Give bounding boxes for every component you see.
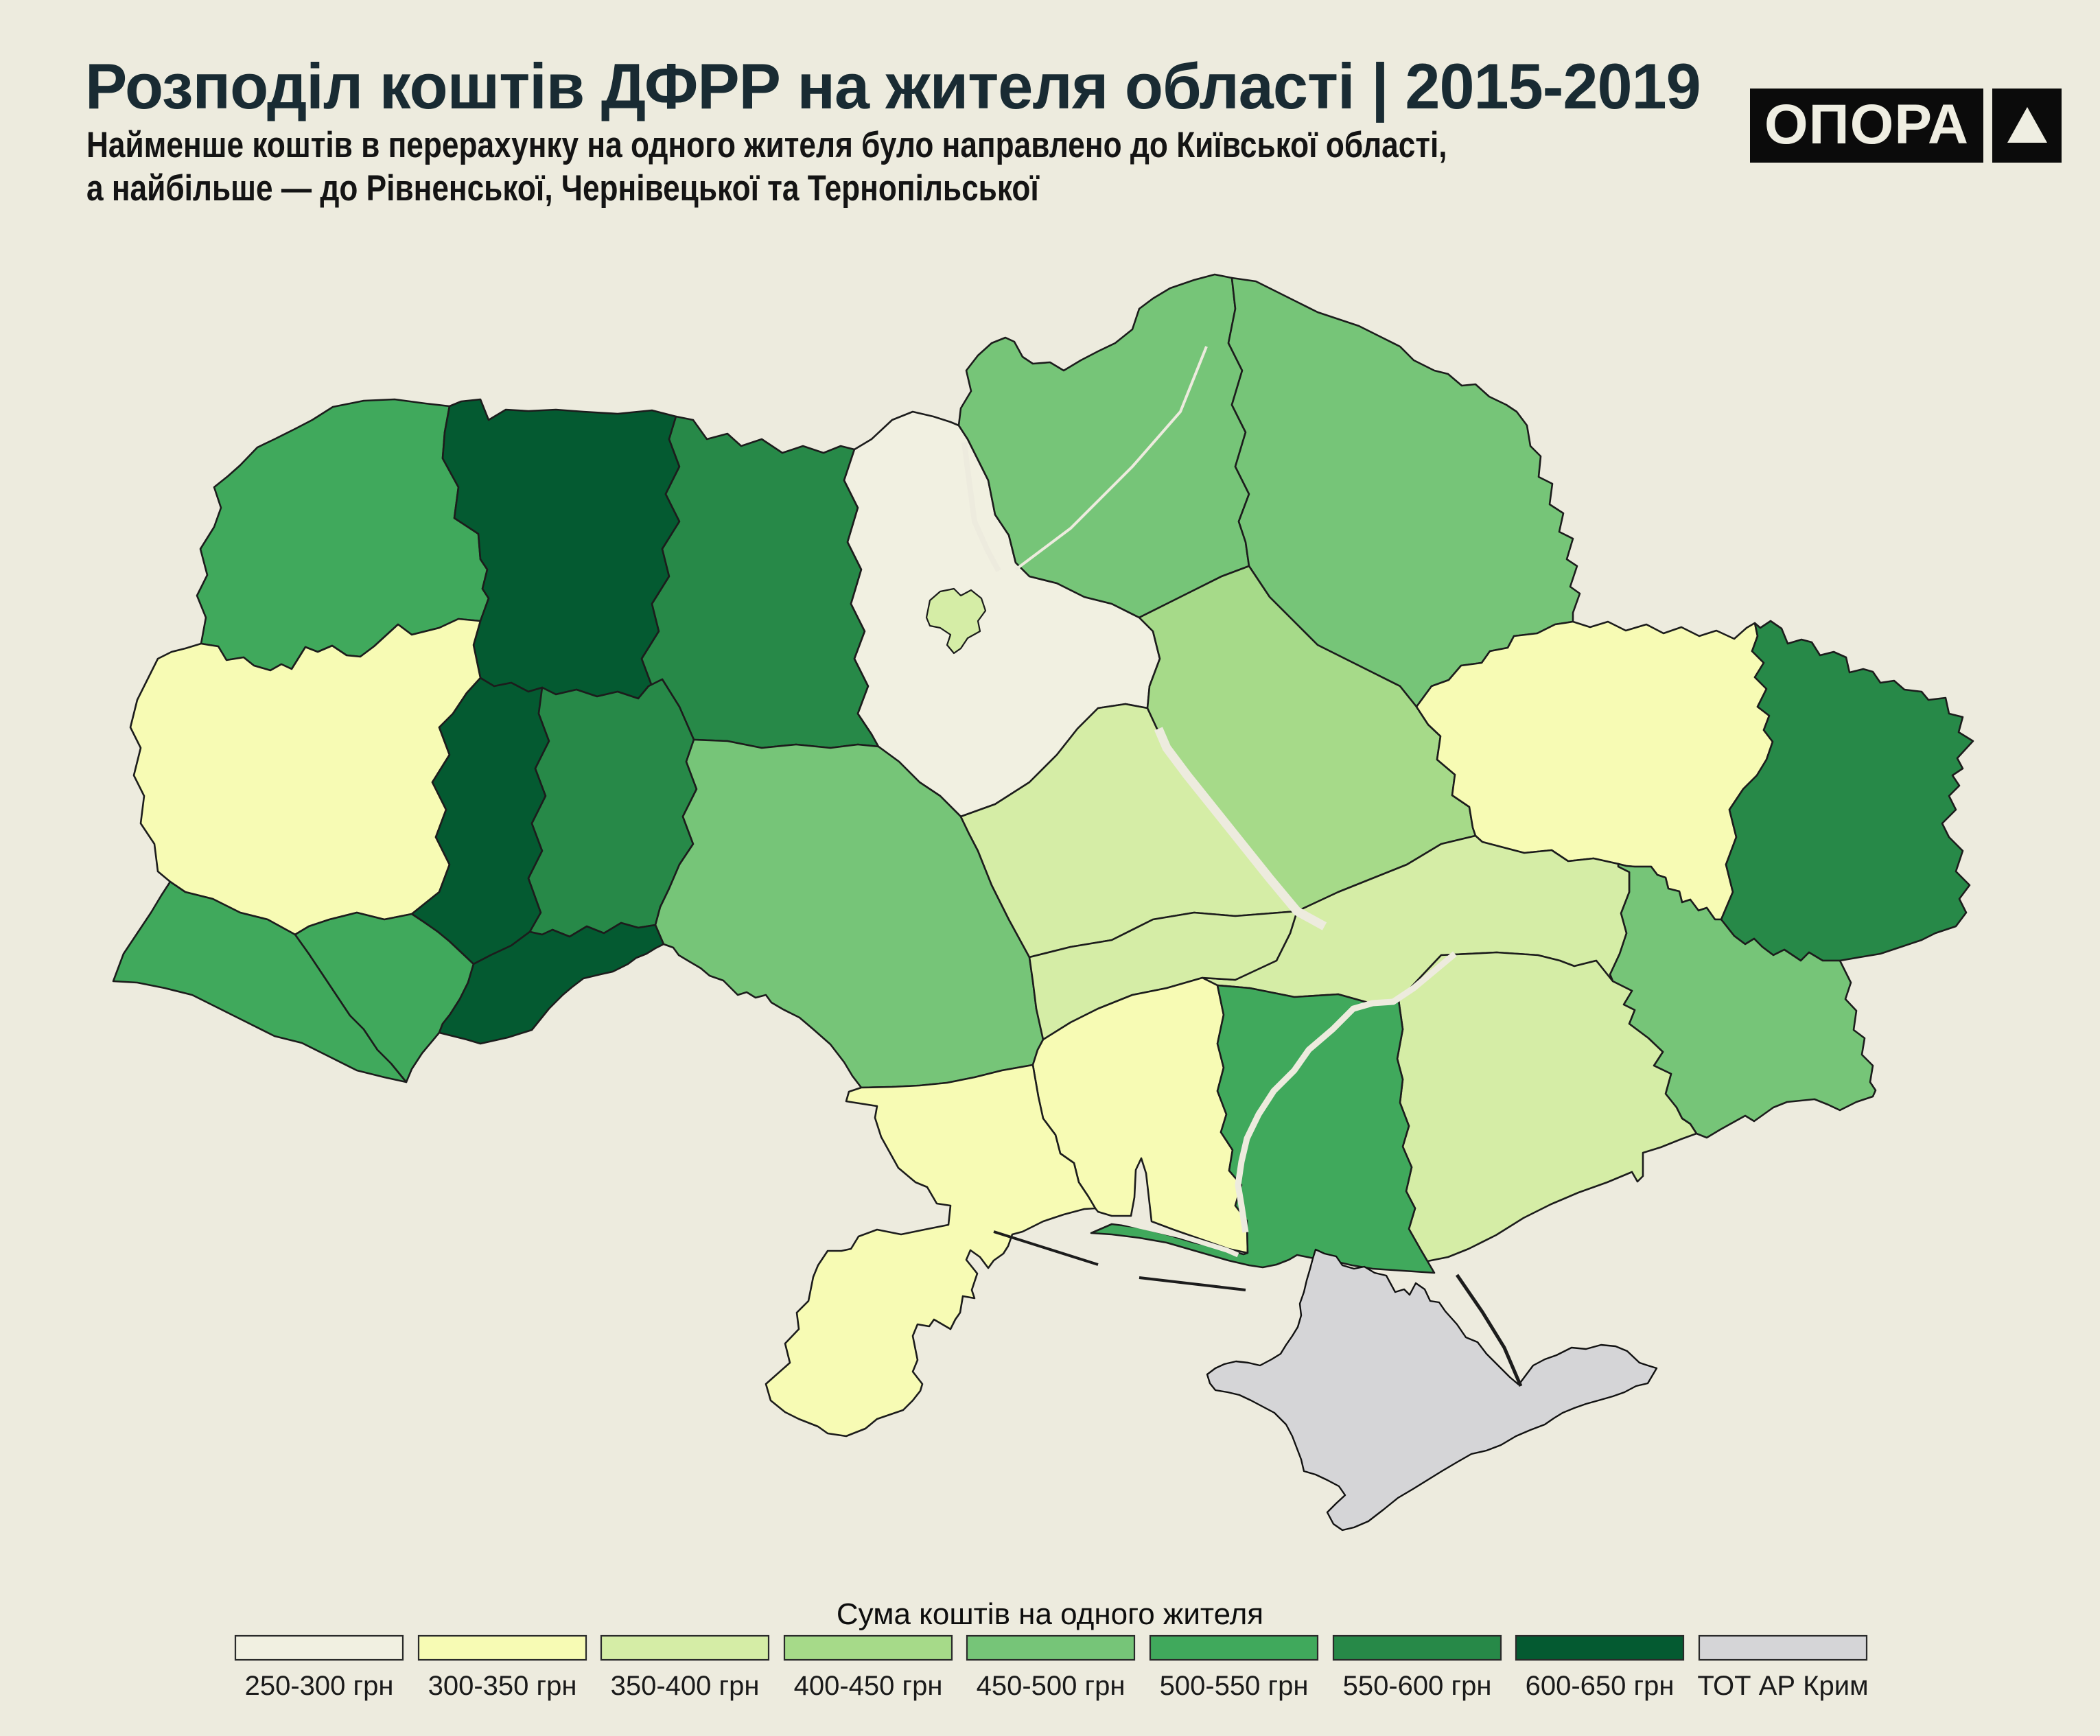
svg-text:ТОТ АР Крим: ТОТ АР Крим <box>1697 1671 1868 1701</box>
svg-text:400-450 грн: 400-450 грн <box>794 1671 943 1701</box>
svg-text:350-400 грн: 350-400 грн <box>611 1671 760 1701</box>
svg-text:250-300 грн: 250-300 грн <box>245 1671 394 1701</box>
svg-text:600-650 грн: 600-650 грн <box>1526 1671 1675 1701</box>
svg-text:300-350 грн: 300-350 грн <box>428 1671 577 1701</box>
svg-text:450-500 грн: 450-500 грн <box>977 1671 1125 1701</box>
svg-text:550-600 грн: 550-600 грн <box>1343 1671 1492 1701</box>
svg-text:500-550 грн: 500-550 грн <box>1160 1671 1309 1701</box>
